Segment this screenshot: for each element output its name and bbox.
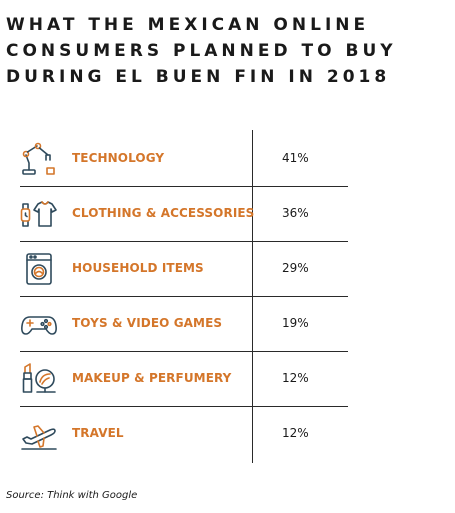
value-label: 12% [282,426,309,440]
row-divider [20,406,348,407]
category-label: TRAVEL [72,426,124,440]
row-divider [20,241,348,242]
table-row-technology: TECHNOLOGY 41% [20,132,348,187]
category-label: MAKEUP & PERFUMERY [72,371,232,385]
washing-machine-icon [20,251,58,287]
airplane-icon [20,416,58,452]
value-label: 36% [282,206,309,220]
value-label: 12% [282,371,309,385]
value-label: 41% [282,151,309,165]
row-divider [20,351,348,352]
value-label: 19% [282,316,309,330]
table-row-travel: TRAVEL 12% [20,407,348,462]
chart-title-line-3: DURING EL BUEN FIN IN 2018 [6,67,391,87]
chart-title: WHAT THE MEXICAN ONLINE CONSUMERS PLANNE… [6,12,451,90]
robot-arm-icon [20,141,58,177]
table-row-toys-video-games: TOYS & VIDEO GAMES 19% [20,297,348,352]
value-label: 29% [282,261,309,275]
table-row-clothing-accessories: CLOTHING & ACCESSORIES 36% [20,187,348,242]
lipstick-mirror-icon [20,361,58,397]
source-note: Source: Think with Google [6,490,138,501]
table-row-household-items: HOUSEHOLD ITEMS 29% [20,242,348,297]
category-label: HOUSEHOLD ITEMS [72,261,204,275]
category-label: CLOTHING & ACCESSORIES [72,206,255,220]
gamepad-icon [20,306,58,342]
row-divider [20,296,348,297]
watch-shirt-icon [20,196,58,232]
category-label: TOYS & VIDEO GAMES [72,316,223,330]
chart-title-line-2: CONSUMERS PLANNED TO BUY [6,41,397,61]
category-label: TECHNOLOGY [72,151,165,165]
row-divider [20,186,348,187]
table-row-makeup-perfumery: MAKEUP & PERFUMERY 12% [20,352,348,407]
chart-title-line-1: WHAT THE MEXICAN ONLINE [6,15,370,35]
